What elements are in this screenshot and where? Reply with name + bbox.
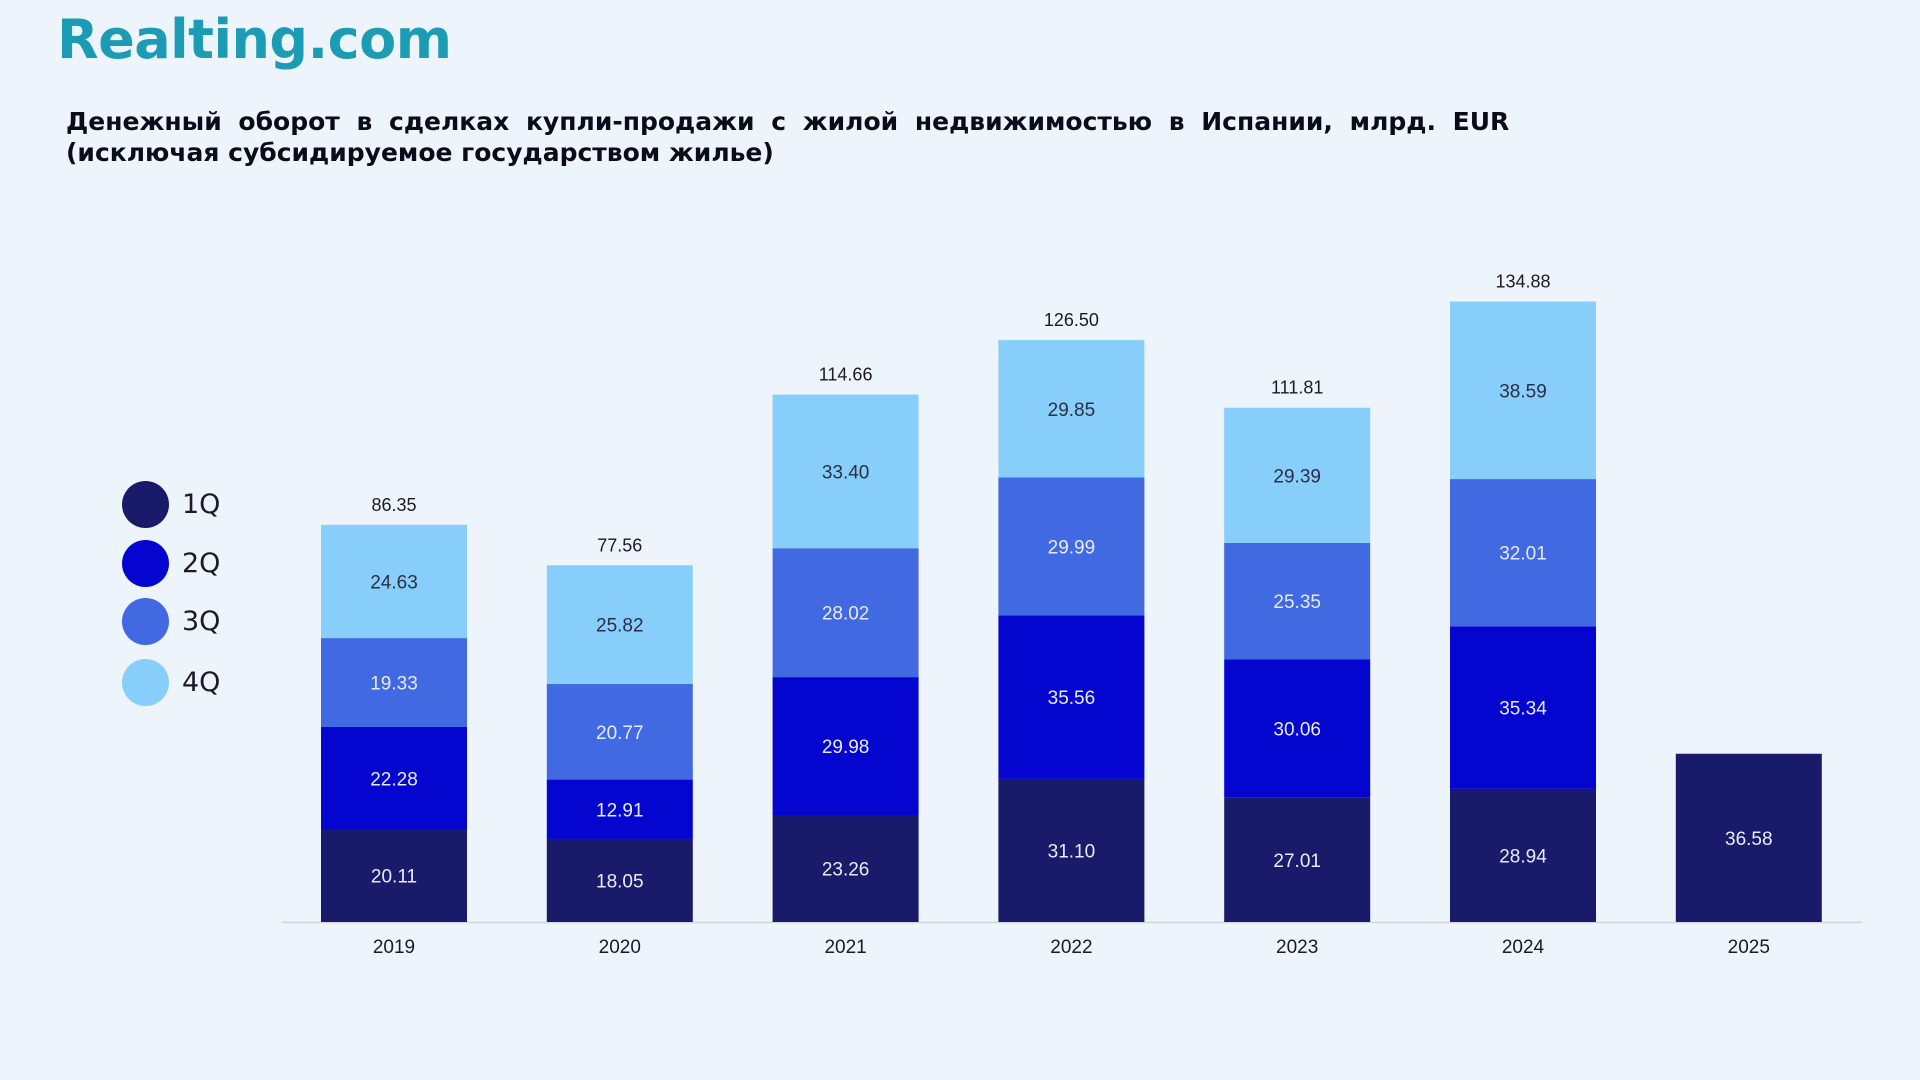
legend-swatch-1q	[122, 480, 169, 528]
x-tick-label: 2020	[599, 937, 641, 958]
bar-total-label: 86.35	[371, 495, 416, 515]
bar-2024-2q	[1450, 626, 1596, 789]
bar-value-label: 35.56	[1048, 688, 1096, 709]
bar-value-label: 32.01	[1499, 544, 1547, 565]
legend-swatch-3q	[122, 597, 169, 645]
bar-2022-2q	[998, 615, 1145, 779]
bar-value-label: 20.11	[371, 867, 417, 888]
bar-2023-1q	[1224, 797, 1371, 922]
legend-swatch-2q	[122, 539, 169, 587]
legend-label-1q: 1Q	[182, 488, 221, 520]
legend-item-2q: 2Q	[122, 539, 220, 587]
x-tick-label: 2022	[1050, 937, 1092, 958]
bar-2023-2q	[1224, 659, 1371, 798]
x-tick-label: 2023	[1276, 937, 1318, 958]
bar-2021-1q	[772, 815, 919, 922]
bar-2023-4q	[1224, 407, 1371, 543]
bar-value-label: 29.39	[1273, 466, 1321, 487]
chart-title-line1: Денежный оборот в сделках купли-продажи …	[66, 107, 1510, 136]
chart-title-line2: (исключая субсидируемое государством жил…	[66, 138, 774, 167]
bar-2019-2q	[321, 727, 467, 830]
legend-item-3q: 3Q	[122, 597, 220, 645]
bar-value-label: 20.77	[596, 723, 644, 744]
bar-value-label: 23.26	[822, 860, 870, 881]
legend-swatch-4q	[122, 658, 169, 706]
bar-value-label: 35.34	[1499, 699, 1547, 720]
legend-label-2q: 2Q	[182, 547, 221, 579]
bar-2024-4q	[1450, 301, 1596, 480]
bar-value-label: 33.40	[822, 462, 870, 483]
bar-value-label: 19.33	[370, 674, 418, 695]
bar-2020-1q	[546, 838, 693, 922]
bar-value-label: 18.05	[596, 871, 644, 892]
bar-2021-2q	[772, 677, 919, 816]
bar-value-label: 29.85	[1048, 400, 1096, 421]
bar-value-label: 25.35	[1273, 592, 1321, 613]
bar-value-label: 29.98	[822, 737, 870, 758]
brand-logo: Realting.com	[57, 8, 452, 71]
bar-value-label: 30.06	[1273, 720, 1321, 741]
bar-2019-3q	[321, 638, 467, 728]
bar-2021-4q	[772, 394, 919, 549]
bar-value-label: 25.82	[596, 616, 644, 637]
x-tick-label: 2019	[373, 937, 415, 958]
bar-total-label: 111.81	[1271, 378, 1323, 398]
legend-label-4q: 4Q	[182, 666, 221, 698]
bar-value-label: 36.58	[1725, 829, 1773, 850]
bar-value-label: 31.10	[1048, 841, 1096, 862]
bar-value-label: 38.59	[1499, 381, 1547, 402]
bar-2022-1q	[998, 778, 1145, 922]
bar-value-label: 28.94	[1499, 846, 1547, 867]
legend-item-4q: 4Q	[122, 658, 220, 706]
bar-2024-1q	[1450, 788, 1596, 922]
bar-2022-4q	[998, 340, 1145, 478]
bar-total-label: 77.56	[597, 535, 642, 555]
legend-item-1q: 1Q	[122, 480, 220, 528]
bar-total-label: 134.88	[1495, 272, 1550, 292]
bar-value-label: 24.63	[370, 572, 418, 593]
legend-label-3q: 3Q	[182, 605, 221, 637]
bar-total-label: 126.50	[1044, 310, 1099, 330]
x-tick-label: 2025	[1728, 937, 1770, 958]
bar-2021-3q	[772, 548, 919, 678]
bar-2020-4q	[546, 565, 693, 685]
bar-2022-3q	[998, 477, 1145, 616]
bar-value-label: 28.02	[822, 604, 870, 625]
bar-value-label: 29.99	[1048, 537, 1096, 558]
bar-2025-1q	[1675, 753, 1822, 922]
bar-value-label: 22.28	[370, 769, 418, 790]
bar-2019-4q	[321, 524, 467, 639]
bar-value-label: 12.91	[596, 800, 644, 821]
x-tick-label: 2021	[824, 937, 866, 958]
x-tick-label: 2024	[1502, 937, 1545, 958]
bar-2019-1q	[321, 829, 467, 922]
bar-2020-3q	[546, 684, 693, 780]
chart-title: Денежный оборот в сделках купли-продажи …	[66, 106, 1510, 168]
bar-total-label: 114.66	[819, 365, 873, 385]
bar-2020-2q	[546, 779, 693, 839]
bar-value-label: 27.01	[1273, 851, 1321, 872]
bar-2023-3q	[1224, 542, 1371, 660]
bar-2024-3q	[1450, 479, 1596, 627]
